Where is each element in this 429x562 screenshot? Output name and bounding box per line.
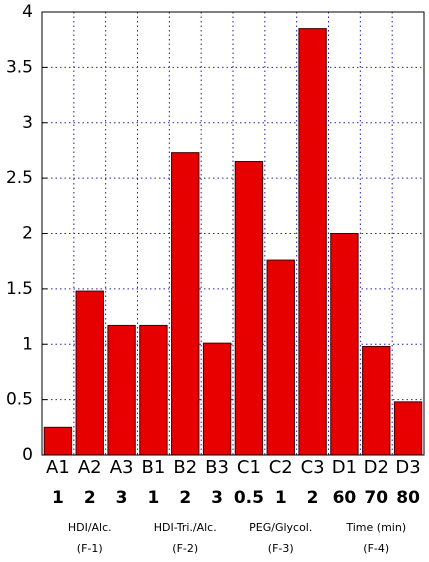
bar bbox=[362, 345, 391, 456]
x-tick-label: B3 bbox=[205, 457, 229, 478]
x-tick-label: B2 bbox=[173, 457, 197, 478]
group-factor: (F-4) bbox=[363, 542, 389, 555]
group-label: Time (min) bbox=[345, 521, 406, 534]
y-tick-label: 4 bbox=[22, 2, 33, 22]
x-sub-label: 0.5 bbox=[234, 488, 264, 508]
x-sub-label: 3 bbox=[211, 488, 223, 508]
x-tick-label: A1 bbox=[46, 457, 70, 478]
x-tick-label: D1 bbox=[332, 457, 357, 478]
x-tick-label: C1 bbox=[237, 457, 261, 478]
bar bbox=[330, 233, 359, 456]
group-factor: (F-2) bbox=[172, 542, 198, 555]
group-label: HDI/Alc. bbox=[68, 521, 112, 534]
bar bbox=[75, 290, 104, 456]
group-label: HDI-Tri./Alc. bbox=[154, 521, 217, 534]
x-sub-label: 2 bbox=[179, 488, 191, 508]
x-sub-label: 2 bbox=[84, 488, 96, 508]
x-tick-label: B1 bbox=[142, 457, 166, 478]
bar bbox=[171, 152, 200, 456]
bar bbox=[202, 342, 232, 456]
bar bbox=[43, 426, 73, 456]
x-tick-label: A3 bbox=[110, 457, 134, 478]
x-sub-label: 70 bbox=[364, 488, 388, 508]
y-tick-label: 0 bbox=[22, 445, 33, 465]
y-tick-label: 0.5 bbox=[6, 390, 33, 410]
bar bbox=[107, 324, 136, 456]
group-label: PEG/Glycol. bbox=[249, 521, 312, 534]
bar bbox=[139, 324, 168, 456]
x-sub-label: 3 bbox=[116, 488, 128, 508]
x-tick-label: C3 bbox=[301, 457, 325, 478]
plot-frame bbox=[41, 11, 425, 456]
y-tick-label: 1.5 bbox=[6, 279, 33, 299]
group-factor: (F-3) bbox=[268, 542, 294, 555]
bar bbox=[266, 259, 295, 456]
y-tick-label: 1 bbox=[22, 334, 33, 354]
x-sub-label: 60 bbox=[333, 488, 357, 508]
group-factor: (F-1) bbox=[77, 542, 103, 555]
y-tick-label: 3.5 bbox=[6, 57, 33, 77]
x-tick-label: D2 bbox=[364, 457, 389, 478]
y-tick-label: 2.5 bbox=[6, 168, 33, 188]
x-sub-label: 1 bbox=[52, 488, 64, 508]
x-sub-label: 2 bbox=[307, 488, 319, 508]
x-sub-label: 1 bbox=[275, 488, 287, 508]
x-sub-label: 1 bbox=[147, 488, 159, 508]
x-tick-label: D3 bbox=[395, 457, 420, 478]
bar bbox=[393, 401, 423, 456]
y-tick-label: 2 bbox=[22, 224, 33, 244]
y-tick-label: 3 bbox=[22, 113, 33, 133]
bar bbox=[298, 28, 327, 456]
x-tick-label: A2 bbox=[78, 457, 102, 478]
bar bbox=[234, 161, 264, 456]
x-sub-label: 80 bbox=[396, 488, 420, 508]
x-tick-label: C2 bbox=[269, 457, 293, 478]
